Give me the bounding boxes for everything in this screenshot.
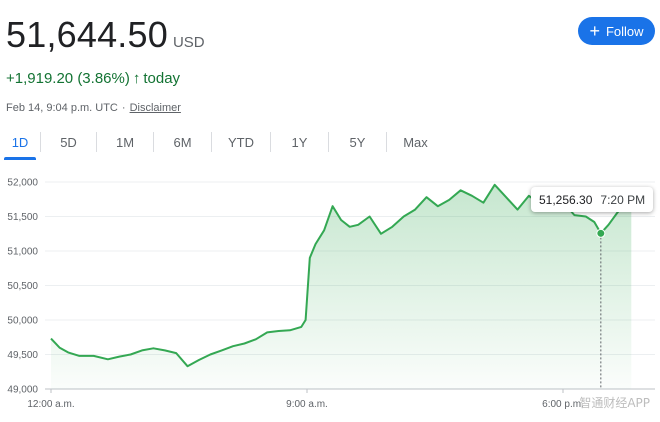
tab-1y[interactable]: 1Y — [291, 134, 308, 150]
currency-label: USD — [172, 34, 205, 51]
price-change: +1,919.20 (3.86%) ↑ today — [6, 70, 180, 87]
price-tooltip: 51,256.30 7:20 PM — [531, 187, 654, 212]
quote-meta: Feb 14, 9:04 p.m. UTC · Disclaimer — [6, 102, 181, 114]
y-tick-label: 49,000 — [7, 385, 38, 396]
follow-button-label: Follow — [605, 23, 644, 39]
y-tick-label: 50,500 — [7, 281, 38, 292]
tab-divider — [40, 132, 41, 152]
highlight-point — [596, 228, 606, 238]
tooltip-time: 7:20 PM — [600, 192, 646, 207]
tab-6m[interactable]: 6M — [173, 134, 192, 150]
watermark-text: 智通财经APP — [579, 395, 650, 410]
tooltip-value: 51,256.30 — [539, 192, 593, 207]
tab-divider — [153, 132, 154, 152]
change-value: +1,919.20 (3.86%) — [6, 70, 130, 87]
y-tick-label: 49,500 — [7, 350, 38, 361]
tab-max[interactable]: Max — [403, 134, 428, 150]
tab-divider — [328, 132, 329, 152]
meta-separator: · — [121, 102, 126, 114]
plus-icon: + — [589, 21, 600, 41]
x-tick-label: 9:00 a.m. — [286, 399, 328, 410]
tab-5d[interactable]: 5D — [60, 134, 77, 150]
disclaimer-link[interactable]: Disclaimer — [129, 102, 181, 114]
price-header: 51,644.50 USD — [6, 14, 205, 56]
arrow-up-icon: ↑ — [132, 70, 141, 87]
tab-ytd[interactable]: YTD — [228, 134, 254, 150]
tab-divider — [270, 132, 271, 152]
tab-1m[interactable]: 1M — [115, 134, 135, 150]
follow-button[interactable]: + Follow — [578, 17, 655, 45]
range-tabs: 1D 5D 1M 6M YTD 1Y 5Y Max — [0, 128, 444, 160]
tab-5y[interactable]: 5Y — [349, 134, 366, 150]
y-tick-label: 52,000 — [7, 178, 38, 189]
tab-divider — [96, 132, 97, 152]
tab-1d[interactable]: 1D — [0, 128, 40, 160]
tab-divider — [386, 132, 387, 152]
x-tick-label: 12:00 a.m. — [27, 399, 74, 410]
price-area — [51, 184, 632, 389]
x-tick-label: 6:00 p.m. — [542, 399, 584, 410]
current-price: 51,644.50 — [6, 14, 168, 55]
quote-timestamp: Feb 14, 9:04 p.m. UTC — [6, 102, 118, 114]
y-tick-label: 50,000 — [7, 316, 38, 327]
y-tick-label: 51,500 — [7, 212, 38, 223]
y-tick-label: 51,000 — [7, 247, 38, 258]
change-period: today — [143, 70, 181, 87]
tab-divider — [211, 132, 212, 152]
